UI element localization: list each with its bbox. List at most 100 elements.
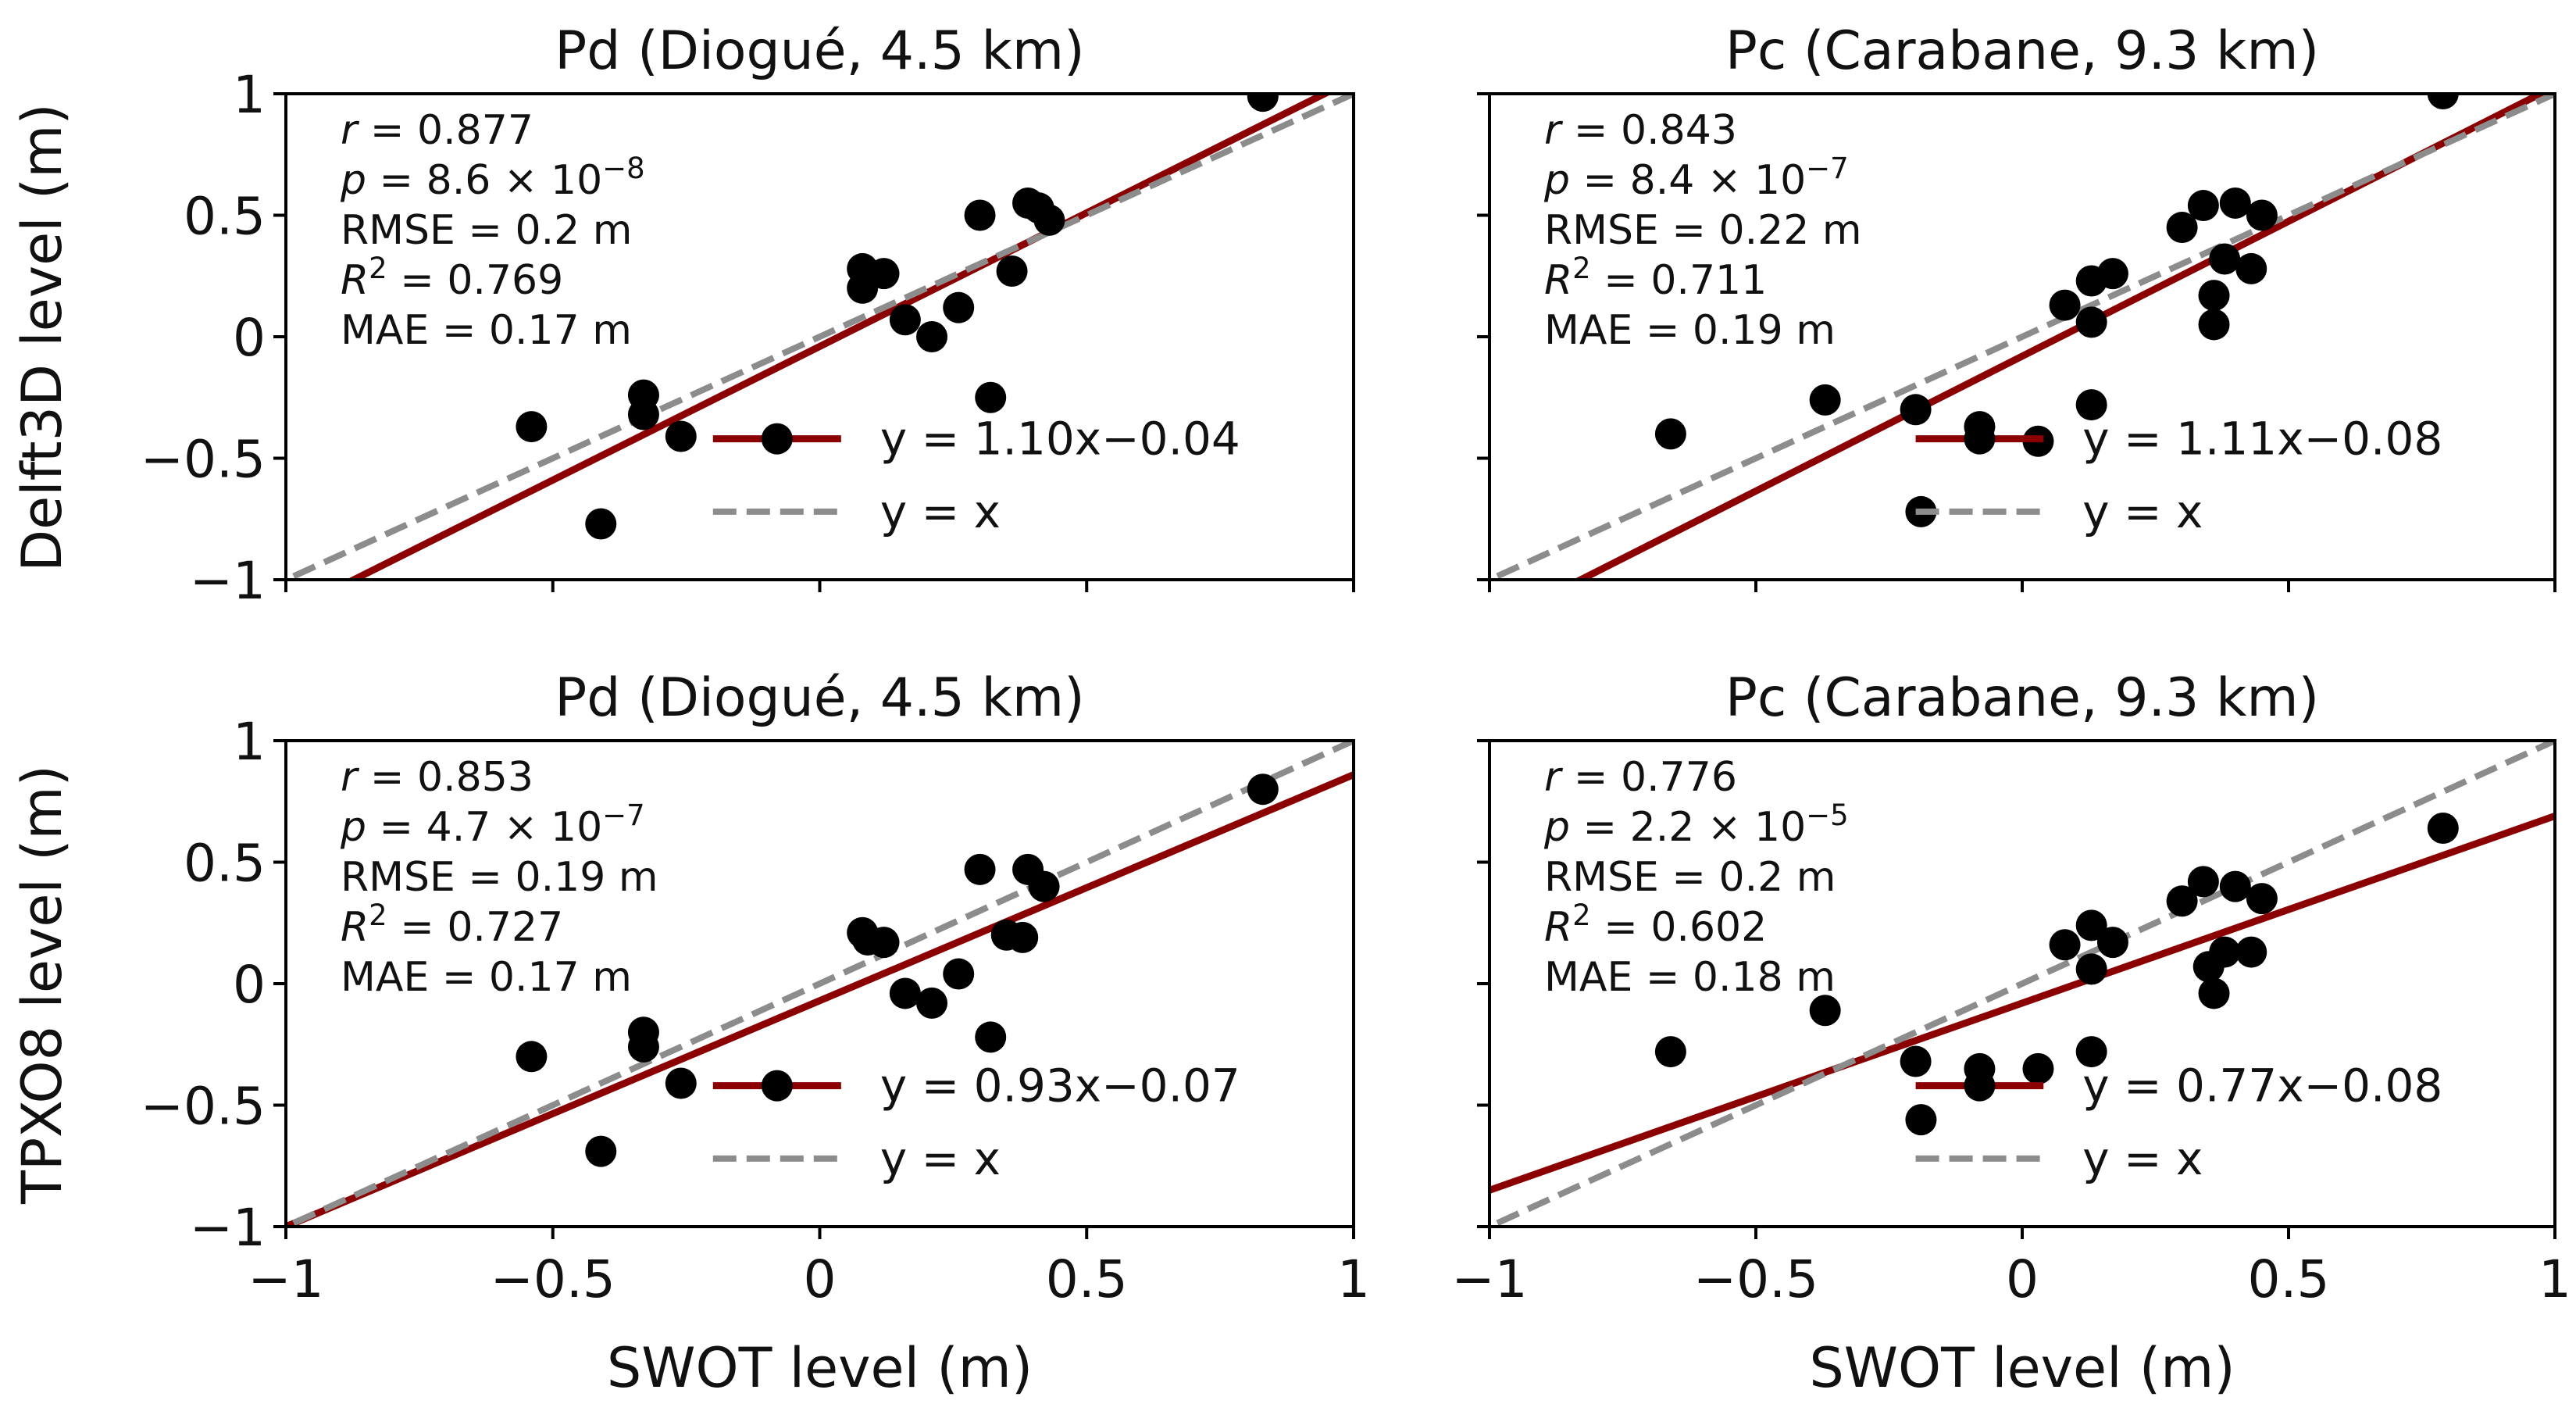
data-point — [2166, 885, 2198, 917]
data-point — [868, 927, 900, 959]
legend-fit-label: y = 1.11x−0.08 — [2082, 413, 2442, 466]
stat-rmse: RMSE = 0.2 m — [1544, 854, 1836, 901]
data-point — [665, 1067, 697, 1099]
data-point — [975, 1021, 1007, 1053]
scatter-panel-3: Pc (Carabane, 9.3 km) −1 −0.5 0 0.5 1 SWOT lev… — [1451, 667, 2571, 1400]
legend-identity-label: y = x — [880, 485, 1001, 538]
data-point — [2187, 866, 2219, 898]
data-points — [1654, 94, 2459, 527]
data-point — [2096, 258, 2128, 290]
data-points — [516, 773, 1279, 1167]
legend: y = 1.11x−0.08 y = x — [1915, 413, 2442, 538]
data-point — [2427, 812, 2459, 844]
data-point — [889, 977, 921, 1009]
identity-line — [1490, 94, 2555, 580]
y-tick-label: −0.5 — [141, 430, 266, 490]
x-tick-label: 1 — [2539, 1249, 2571, 1309]
data-point — [2209, 936, 2241, 968]
data-point — [2075, 909, 2107, 941]
stat-r: r = 0.877 — [341, 107, 533, 154]
legend-identity-label: y = x — [2082, 485, 2203, 538]
stat-value: 0.853 — [417, 754, 533, 801]
stat-value: 2.2 — [1630, 804, 1695, 851]
scatter-panel-2: Pd (Diogué, 4.5 km) −1 −0.5 0 0.5 1 −1 −0.5 0 0.5… — [141, 667, 1370, 1400]
stat-p: p = 2.2 × 10−5 — [1543, 798, 1849, 851]
legend-fit-label: y = 0.93x−0.07 — [880, 1059, 1240, 1113]
data-point — [1900, 1045, 1932, 1077]
data-point — [1654, 1036, 1686, 1068]
data-point — [585, 1135, 617, 1167]
legend-point-swatch — [761, 1070, 793, 1102]
y-tick-label: 0.5 — [184, 187, 266, 247]
stat-value: −5 — [1806, 798, 1849, 832]
stat-mae: MAE = 0.18 m — [1544, 954, 1836, 1001]
row1-y-axis-label: TPXO8 level (m) — [10, 765, 74, 1205]
x-tick-label: 0 — [804, 1249, 837, 1309]
regression-lines — [286, 94, 1354, 580]
data-point — [1900, 394, 1932, 426]
data-point — [2219, 187, 2251, 219]
data-point — [2075, 1036, 2107, 1068]
stat-r2: R2 = 0.769 — [341, 252, 563, 304]
legend-point-swatch — [761, 423, 793, 455]
legend: y = 0.77x−0.08 y = x — [1915, 1059, 2442, 1185]
scatter-panel-0: Pd (Diogué, 4.5 km) −1 −0.5 0 0.5 1 r = 0.877p… — [141, 20, 1355, 611]
legend: y = 0.93x−0.07 y = x — [712, 1059, 1240, 1185]
stat-value: −7 — [602, 798, 645, 832]
stat-r: r = 0.776 — [1544, 754, 1737, 801]
stat-value: m — [1822, 207, 1862, 254]
stat-mae: MAE = 0.17 m — [341, 307, 632, 354]
data-point — [2198, 977, 2230, 1009]
data-point — [2075, 389, 2107, 421]
identity-line — [1490, 741, 2555, 1227]
data-point — [1905, 1104, 1937, 1136]
stat-value: m — [592, 307, 632, 354]
panel-title: Pc (Carabane, 9.3 km) — [1725, 667, 2319, 729]
stat-value: m — [1796, 307, 1836, 354]
regression-lines — [286, 741, 1354, 1227]
x-tick-label: −1 — [1451, 1249, 1527, 1309]
data-point — [2022, 1052, 2054, 1084]
stat-p: p = 8.4 × 10−7 — [1543, 152, 1849, 204]
data-point — [975, 381, 1007, 413]
stat-value: m — [592, 954, 632, 1001]
y-tick-label: 0 — [233, 308, 266, 368]
stat-r2: R2 = 0.711 — [1544, 252, 1767, 304]
stat-value: 0.2 — [516, 207, 580, 254]
data-point — [516, 1041, 548, 1073]
data-point — [2235, 936, 2267, 968]
stat-value: 4.7 — [426, 804, 491, 851]
identity-line — [286, 94, 1354, 580]
data-point — [2246, 199, 2278, 231]
data-point — [2198, 309, 2230, 341]
data-point — [868, 258, 900, 290]
stat-value: m — [1796, 954, 1836, 1001]
data-points — [516, 94, 1279, 540]
stat-value: 0.727 — [447, 904, 563, 951]
data-point — [1809, 995, 1841, 1027]
panel-title: Pc (Carabane, 9.3 km) — [1725, 20, 2319, 82]
y-tick-label: −1 — [190, 1198, 266, 1258]
x-tick-label: −0.5 — [491, 1249, 615, 1309]
stat-value: 0.843 — [1621, 107, 1737, 154]
data-point — [916, 321, 948, 352]
data-point — [943, 958, 975, 990]
x-axis-label: SWOT level (m) — [607, 1336, 1033, 1400]
x-axis-label: SWOT level (m) — [1809, 1336, 2235, 1400]
data-point — [2049, 289, 2081, 321]
stat-value: m — [593, 207, 633, 254]
stat-p: p = 8.6 × 10−8 — [340, 152, 645, 204]
data-point — [1809, 384, 1841, 416]
data-point — [2219, 870, 2251, 902]
data-point — [2198, 280, 2230, 312]
data-point — [665, 420, 697, 452]
legend-identity-label: y = x — [880, 1132, 1001, 1185]
stat-r: r = 0.843 — [1544, 107, 1737, 154]
stat-value: −7 — [1806, 152, 1849, 185]
data-point — [1247, 773, 1279, 806]
data-point — [2075, 953, 2107, 985]
stat-value: −8 — [602, 152, 645, 185]
regression-lines — [1490, 94, 2555, 580]
